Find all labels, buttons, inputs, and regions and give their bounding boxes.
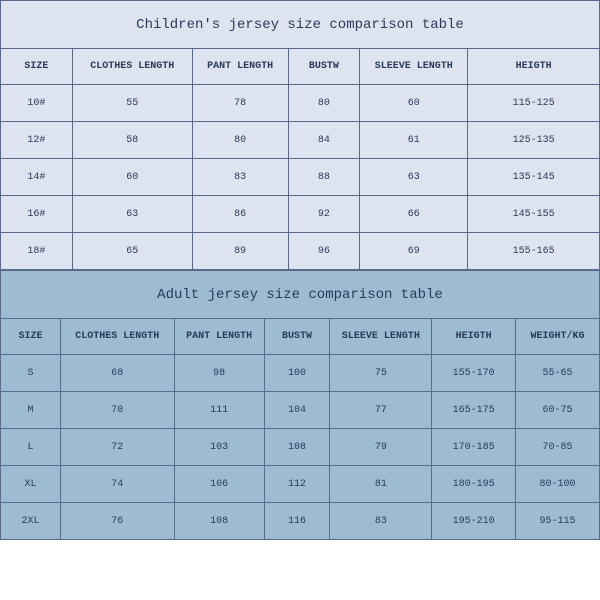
cell-bustw: 100 — [264, 355, 330, 392]
cell-clothes-length: 55 — [72, 85, 192, 122]
table-row: 16# 63 86 92 66 145-155 — [1, 196, 600, 233]
cell-size: 14# — [1, 159, 73, 196]
cell-size: 12# — [1, 122, 73, 159]
cell-bustw: 96 — [288, 233, 360, 270]
adult-title-row: Adult jersey size comparison table — [1, 271, 600, 319]
adult-header-sleeve-length: SLEEVE LENGTH — [330, 319, 432, 355]
cell-sleeve-length: 79 — [330, 429, 432, 466]
adult-header-pant-length: PANT LENGTH — [174, 319, 264, 355]
cell-bustw: 116 — [264, 503, 330, 540]
cell-sleeve-length: 63 — [360, 159, 468, 196]
cell-height: 115-125 — [468, 85, 600, 122]
cell-size: XL — [1, 466, 61, 503]
cell-bustw: 92 — [288, 196, 360, 233]
cell-size: 10# — [1, 85, 73, 122]
cell-clothes-length: 60 — [72, 159, 192, 196]
cell-bustw: 84 — [288, 122, 360, 159]
cell-pant-length: 86 — [192, 196, 288, 233]
cell-height: 170-185 — [432, 429, 516, 466]
adult-header-size: SIZE — [1, 319, 61, 355]
table-row: 10# 55 78 80 60 115-125 — [1, 85, 600, 122]
cell-bustw: 80 — [288, 85, 360, 122]
cell-clothes-length: 74 — [60, 466, 174, 503]
cell-weight: 55-65 — [516, 355, 600, 392]
cell-sleeve-length: 69 — [360, 233, 468, 270]
cell-weight: 95-115 — [516, 503, 600, 540]
cell-weight: 70-85 — [516, 429, 600, 466]
cell-height: 155-165 — [468, 233, 600, 270]
cell-pant-length: 108 — [174, 503, 264, 540]
table-row: 2XL 76 108 116 83 195-210 95-115 — [1, 503, 600, 540]
adult-header-bustw: BUSTW — [264, 319, 330, 355]
cell-size: M — [1, 392, 61, 429]
cell-bustw: 104 — [264, 392, 330, 429]
cell-clothes-length: 76 — [60, 503, 174, 540]
children-header-height: HEIGTH — [468, 49, 600, 85]
cell-height: 165-175 — [432, 392, 516, 429]
cell-bustw: 88 — [288, 159, 360, 196]
children-header-bustw: BUSTW — [288, 49, 360, 85]
cell-clothes-length: 65 — [72, 233, 192, 270]
children-header-sleeve-length: SLEEVE LENGTH — [360, 49, 468, 85]
table-row: M 70 111 104 77 165-175 60-75 — [1, 392, 600, 429]
cell-clothes-length: 58 — [72, 122, 192, 159]
adult-size-table: Adult jersey size comparison table SIZE … — [0, 270, 600, 540]
table-row: 14# 60 83 88 63 135-145 — [1, 159, 600, 196]
cell-sleeve-length: 77 — [330, 392, 432, 429]
adult-header-height: HEIGTH — [432, 319, 516, 355]
cell-sleeve-length: 83 — [330, 503, 432, 540]
cell-size: 16# — [1, 196, 73, 233]
cell-height: 125-135 — [468, 122, 600, 159]
children-title-row: Children's jersey size comparison table — [1, 1, 600, 49]
children-header-clothes-length: CLOTHES LENGTH — [72, 49, 192, 85]
children-title: Children's jersey size comparison table — [1, 1, 600, 49]
cell-pant-length: 83 — [192, 159, 288, 196]
cell-size: 2XL — [1, 503, 61, 540]
adult-header-row: SIZE CLOTHES LENGTH PANT LENGTH BUSTW SL… — [1, 319, 600, 355]
cell-clothes-length: 70 — [60, 392, 174, 429]
cell-weight: 80-100 — [516, 466, 600, 503]
cell-size: S — [1, 355, 61, 392]
cell-pant-length: 103 — [174, 429, 264, 466]
cell-pant-length: 111 — [174, 392, 264, 429]
cell-bustw: 112 — [264, 466, 330, 503]
cell-pant-length: 80 — [192, 122, 288, 159]
cell-pant-length: 89 — [192, 233, 288, 270]
cell-clothes-length: 63 — [72, 196, 192, 233]
table-row: L 72 103 108 79 170-185 70-85 — [1, 429, 600, 466]
cell-height: 195-210 — [432, 503, 516, 540]
children-header-pant-length: PANT LENGTH — [192, 49, 288, 85]
cell-clothes-length: 68 — [60, 355, 174, 392]
table-row: 18# 65 89 96 69 155-165 — [1, 233, 600, 270]
cell-bustw: 108 — [264, 429, 330, 466]
cell-height: 135-145 — [468, 159, 600, 196]
cell-pant-length: 78 — [192, 85, 288, 122]
table-row: S 68 98 100 75 155-170 55-65 — [1, 355, 600, 392]
cell-sleeve-length: 60 — [360, 85, 468, 122]
cell-sleeve-length: 61 — [360, 122, 468, 159]
adult-header-weight: WEIGHT/KG — [516, 319, 600, 355]
children-header-size: SIZE — [1, 49, 73, 85]
cell-pant-length: 106 — [174, 466, 264, 503]
cell-height: 145-155 — [468, 196, 600, 233]
adult-header-clothes-length: CLOTHES LENGTH — [60, 319, 174, 355]
cell-size: 18# — [1, 233, 73, 270]
adult-title: Adult jersey size comparison table — [1, 271, 600, 319]
cell-height: 155-170 — [432, 355, 516, 392]
children-header-row: SIZE CLOTHES LENGTH PANT LENGTH BUSTW SL… — [1, 49, 600, 85]
cell-sleeve-length: 75 — [330, 355, 432, 392]
table-row: 12# 58 80 84 61 125-135 — [1, 122, 600, 159]
table-row: XL 74 106 112 81 180-195 80-100 — [1, 466, 600, 503]
cell-size: L — [1, 429, 61, 466]
children-size-table: Children's jersey size comparison table … — [0, 0, 600, 270]
cell-height: 180-195 — [432, 466, 516, 503]
cell-sleeve-length: 81 — [330, 466, 432, 503]
cell-clothes-length: 72 — [60, 429, 174, 466]
cell-sleeve-length: 66 — [360, 196, 468, 233]
cell-weight: 60-75 — [516, 392, 600, 429]
cell-pant-length: 98 — [174, 355, 264, 392]
